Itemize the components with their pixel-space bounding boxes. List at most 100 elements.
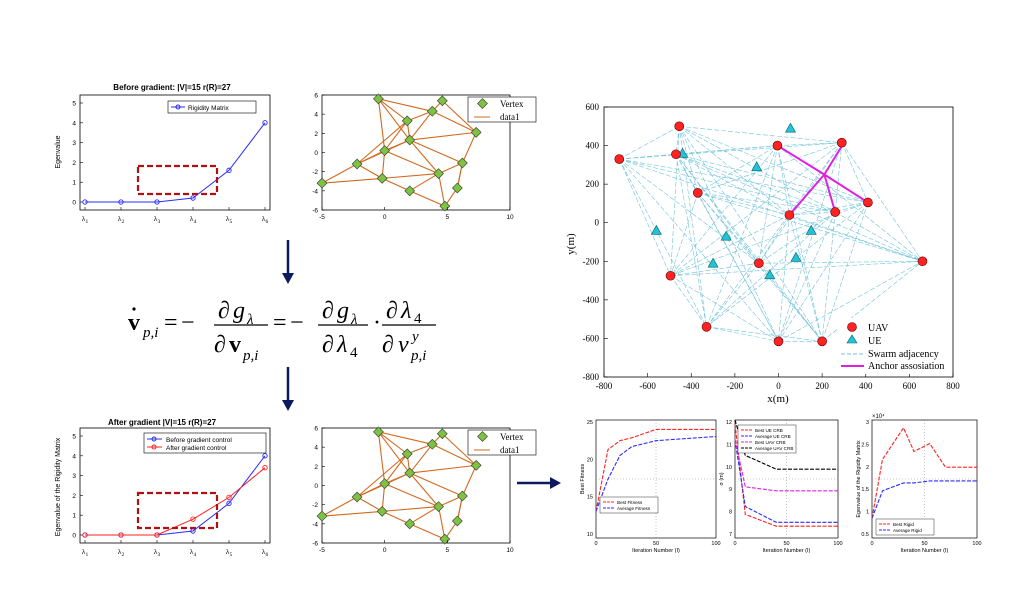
- y-tick-label: 15: [587, 495, 593, 501]
- y-tick-label: 11: [726, 442, 732, 448]
- vertex-node: [404, 518, 416, 530]
- swarm-adjacency-edge: [778, 214, 790, 342]
- graph-edge: [382, 173, 439, 179]
- x-tick-label: 0: [776, 381, 781, 391]
- legend: Before gradient control After gradient c…: [143, 432, 267, 454]
- highlight-box: [136, 164, 219, 196]
- anchor-association-edge: [823, 174, 837, 213]
- vertex-node: [433, 168, 444, 179]
- swarm-adjacency-edge: [835, 211, 923, 262]
- uav-marker: [772, 140, 783, 151]
- y-tick-label: 1: [72, 180, 76, 187]
- y-tick-label: 10: [587, 532, 593, 538]
- y-tick-label: 4: [314, 445, 318, 452]
- eq-v-dot: v: [128, 310, 140, 336]
- vertex-node: [426, 438, 438, 450]
- eq-minus: −: [181, 310, 195, 336]
- x-tick-label: -400: [683, 381, 700, 391]
- eq-dot: ·: [373, 310, 381, 336]
- y-tick-label: 12: [726, 420, 732, 426]
- swarm-adjacency-edge: [758, 260, 923, 264]
- x-axis-label: Iteration Number (I): [763, 548, 811, 554]
- uav-legend-icon: [847, 322, 857, 332]
- graph-edge: [381, 510, 410, 525]
- y-tick-label: 2: [72, 160, 76, 167]
- y-tick-label: 600: [586, 102, 600, 112]
- uav-marker: [784, 210, 795, 220]
- y-tick-label: 4: [72, 120, 76, 127]
- swarm-adjacency-edge: [670, 145, 778, 276]
- series-line: [871, 426, 977, 519]
- eq-equals: =: [164, 310, 178, 336]
- y-tick-label: -400: [583, 295, 600, 305]
- graph-edge: [407, 443, 433, 455]
- vertex-node: [379, 145, 391, 156]
- legend-label: After gradient control: [166, 445, 227, 452]
- eq-partial: ∂: [322, 298, 334, 324]
- swarm-adjacency-edge: [670, 275, 779, 342]
- arrow-head: [550, 477, 561, 489]
- swarm-adjacency-edge: [758, 145, 778, 264]
- swarm-adjacency-edge: [670, 214, 790, 277]
- swarm-adjacency-edge: [697, 192, 836, 213]
- swarm-adjacency-edge: [706, 142, 842, 328]
- vertex-node: [401, 115, 413, 127]
- y-tick-label: 2.5: [861, 442, 869, 448]
- series-line: [595, 435, 717, 512]
- y-tick-label: 200: [586, 179, 600, 189]
- y-axis-label: y(m): [565, 233, 577, 255]
- y-tick-label: -6: [312, 541, 318, 548]
- swarm-adjacency-edge: [670, 260, 923, 277]
- eq-partial: ∂: [382, 332, 394, 358]
- y-tick-label: -200: [583, 256, 600, 266]
- legend-label: Best Fitness: [617, 500, 643, 505]
- legend-label: Anchor assosiation: [868, 361, 944, 372]
- x-tick-label: 5: [446, 214, 450, 221]
- x-tick-label: 50: [653, 541, 659, 547]
- x-tick-label: -600: [639, 381, 656, 391]
- vertex-node: [379, 478, 391, 489]
- after-gradient-line: [85, 467, 266, 536]
- swarm-adjacency-edge: [758, 211, 836, 264]
- swarm-adjacency-edge: [675, 153, 790, 216]
- graph-edge: [356, 163, 383, 179]
- uav-marker: [665, 270, 676, 281]
- graph-edge: [441, 433, 477, 466]
- vertex-node: [436, 95, 448, 107]
- data-point: [190, 195, 196, 201]
- uav-marker: [817, 336, 827, 347]
- swarm-adjacency-edge: [697, 192, 923, 262]
- legend-label: data1: [500, 445, 520, 455]
- graph-edge: [409, 190, 446, 207]
- data-point: [226, 500, 232, 506]
- x-tick-label: -5: [319, 214, 325, 221]
- swarm-adjacency-edge: [777, 145, 923, 262]
- swarm-adjacency-edge: [679, 126, 836, 213]
- x-axis-label: Iteration Number (I): [632, 548, 680, 554]
- swarm-adjacency-edge: [778, 261, 923, 342]
- uav-marker: [917, 256, 928, 267]
- graph-edge: [409, 464, 477, 474]
- swarm-adjacency-edge: [675, 153, 869, 203]
- y-tick-label: 3: [866, 420, 869, 426]
- x-tick-label: 400: [859, 381, 873, 391]
- swarm-adjacency-edge: [706, 145, 778, 327]
- ue-marker: [764, 269, 776, 280]
- uav-marker: [773, 336, 784, 347]
- y-tick-label: 0: [314, 150, 318, 157]
- anchor-association-edge: [776, 144, 825, 176]
- x-tick-label: λ5: [226, 214, 233, 225]
- legend-label: Before gradient control: [166, 437, 232, 444]
- data-point: [226, 494, 232, 501]
- x-tick-label: 800: [946, 381, 960, 391]
- arrow-head: [282, 273, 294, 284]
- graph-edge: [321, 496, 358, 517]
- swarm-adjacency-edge: [619, 126, 680, 160]
- y-tick-label: -2: [312, 502, 318, 509]
- graph-edge: [438, 495, 463, 508]
- y-tick-label: 3: [72, 473, 76, 480]
- swarm-adjacency-edge: [619, 158, 779, 342]
- eq-sub: p,i: [142, 325, 158, 341]
- x-tick-label: 0: [383, 214, 387, 221]
